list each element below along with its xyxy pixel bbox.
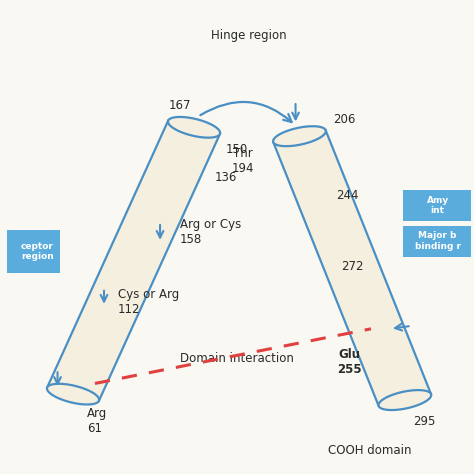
Polygon shape	[47, 384, 99, 404]
Polygon shape	[273, 130, 431, 406]
Text: 150: 150	[225, 143, 247, 156]
Text: Thr
194: Thr 194	[231, 147, 254, 175]
Text: Domain interaction: Domain interaction	[180, 352, 294, 365]
Text: Arg or Cys
158: Arg or Cys 158	[180, 218, 241, 246]
Polygon shape	[168, 117, 220, 137]
Text: 272: 272	[341, 260, 364, 273]
FancyArrowPatch shape	[54, 372, 61, 384]
Text: Major b
binding r: Major b binding r	[415, 231, 461, 251]
Text: 167: 167	[169, 100, 191, 112]
Text: Cys or Arg
112: Cys or Arg 112	[118, 288, 179, 316]
Text: 206: 206	[333, 112, 356, 126]
FancyArrowPatch shape	[157, 225, 164, 237]
Text: COOH domain: COOH domain	[328, 444, 411, 457]
Polygon shape	[379, 390, 431, 410]
FancyBboxPatch shape	[402, 190, 473, 221]
FancyArrowPatch shape	[292, 104, 299, 119]
FancyArrowPatch shape	[395, 324, 409, 330]
Text: 136: 136	[215, 171, 237, 184]
Text: 244: 244	[336, 189, 359, 202]
Text: Arg
61: Arg 61	[87, 407, 107, 435]
Text: ceptor
region: ceptor region	[21, 242, 54, 261]
Text: 295: 295	[413, 415, 435, 428]
Text: Amy
int: Amy int	[427, 196, 449, 215]
FancyBboxPatch shape	[7, 230, 60, 273]
Polygon shape	[273, 126, 326, 146]
FancyArrowPatch shape	[100, 291, 107, 301]
FancyBboxPatch shape	[402, 226, 473, 256]
FancyArrowPatch shape	[201, 102, 292, 122]
Text: Glu
255: Glu 255	[337, 348, 361, 376]
Text: Hinge region: Hinge region	[211, 29, 286, 42]
Polygon shape	[47, 120, 220, 401]
